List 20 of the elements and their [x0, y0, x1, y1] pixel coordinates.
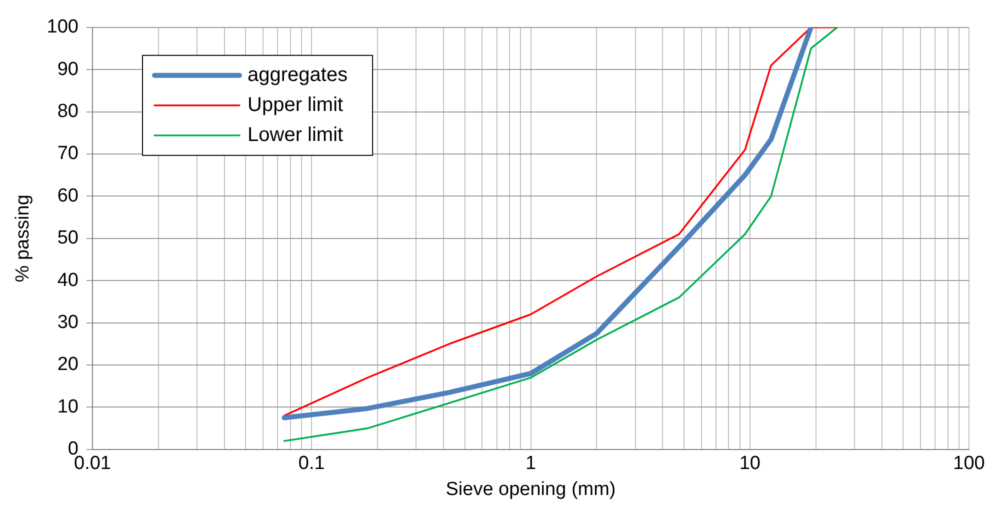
- x-axis-title: Sieve opening (mm): [446, 478, 616, 500]
- x-tick-label: 100: [953, 453, 985, 474]
- x-tick-label: 0.1: [298, 453, 325, 474]
- y-tick-label: 70: [57, 143, 78, 164]
- y-tick-label: 40: [57, 270, 78, 291]
- legend-label: Upper limit: [248, 94, 344, 116]
- legend-label: aggregates: [248, 64, 348, 86]
- y-tick-label: 60: [57, 185, 78, 206]
- legend-label: Lower limit: [248, 124, 344, 146]
- y-tick-label: 80: [57, 101, 78, 122]
- y-axis-title: % passing: [12, 194, 34, 282]
- y-tick-label: 100: [46, 16, 78, 38]
- y-tick-label: 90: [57, 58, 78, 80]
- y-tick-label: 20: [57, 354, 78, 376]
- y-tick-label: 30: [57, 312, 78, 334]
- y-tick-label: 10: [57, 396, 78, 418]
- x-tick-label: 1: [525, 453, 536, 474]
- x-tick-label: 0.01: [74, 453, 111, 474]
- x-tick-label: 10: [739, 453, 760, 474]
- y-tick-label: 50: [57, 228, 78, 249]
